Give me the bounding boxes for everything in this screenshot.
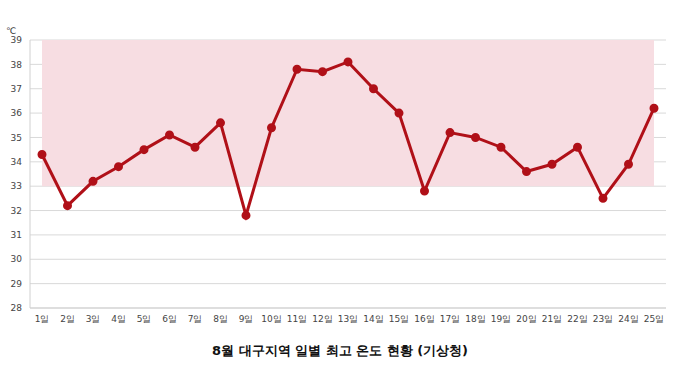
svg-text:38: 38 — [11, 60, 23, 70]
svg-text:11일: 11일 — [287, 314, 307, 324]
svg-text:28: 28 — [11, 303, 23, 313]
svg-text:32: 32 — [11, 206, 22, 216]
svg-text:1일: 1일 — [35, 314, 50, 324]
svg-text:7일: 7일 — [188, 314, 203, 324]
html-text:8월 대구지역 일별 최고 온도 현황 (기상청): 8월 대구지역 일별 최고 온도 현황 (기상청) — [212, 343, 468, 358]
svg-text:23일: 23일 — [593, 314, 613, 324]
svg-text:17일: 17일 — [440, 314, 460, 324]
svg-text:12일: 12일 — [312, 314, 332, 324]
svg-text:31: 31 — [11, 230, 22, 240]
svg-text:3일: 3일 — [86, 314, 101, 324]
svg-text:14일: 14일 — [363, 314, 383, 324]
svg-text:8일: 8일 — [213, 314, 228, 324]
svg-text:16일: 16일 — [414, 314, 434, 324]
svg-text:22일: 22일 — [567, 314, 587, 324]
svg-text:9일: 9일 — [239, 314, 254, 324]
svg-text:13일: 13일 — [338, 314, 358, 324]
svg-text:36: 36 — [11, 108, 23, 118]
svg-text:37: 37 — [11, 84, 22, 94]
svg-text:24일: 24일 — [618, 314, 638, 324]
svg-text:30: 30 — [11, 254, 23, 264]
svg-text:34: 34 — [11, 157, 23, 167]
svg-text:25일: 25일 — [644, 314, 664, 324]
svg-text:33: 33 — [11, 181, 22, 191]
svg-text:19일: 19일 — [491, 314, 511, 324]
svg-text:21일: 21일 — [542, 314, 562, 324]
svg-text:35: 35 — [11, 133, 22, 143]
svg-text:29: 29 — [11, 279, 23, 289]
svg-text:20일: 20일 — [516, 314, 536, 324]
svg-text:4일: 4일 — [111, 314, 126, 324]
svg-text:6일: 6일 — [162, 314, 177, 324]
svg-text:5일: 5일 — [137, 314, 152, 324]
svg-text:39: 39 — [11, 35, 23, 45]
svg-text:15일: 15일 — [389, 314, 409, 324]
svg-text:2일: 2일 — [60, 314, 75, 324]
svg-text:18일: 18일 — [465, 314, 485, 324]
svg-text:10일: 10일 — [261, 314, 281, 324]
